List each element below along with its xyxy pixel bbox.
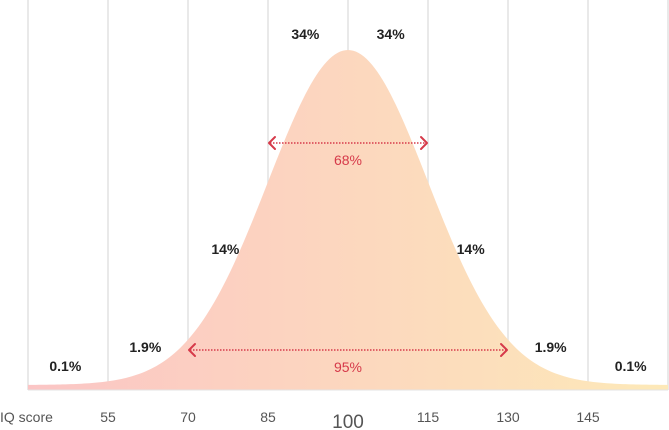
arrow-head-right — [500, 343, 508, 357]
segment-label: 1.9% — [535, 339, 567, 355]
segment-label: 34% — [291, 26, 320, 42]
x-tick-label: 55 — [100, 409, 116, 425]
bell-curve-area — [28, 50, 668, 390]
segment-label: 14% — [457, 241, 486, 257]
arrow-head-left — [268, 136, 276, 150]
x-tick-label: 85 — [260, 409, 276, 425]
arrow-head-right — [420, 136, 428, 150]
range-label: 95% — [334, 359, 362, 375]
segment-label: 34% — [377, 26, 406, 42]
segment-label: 0.1% — [49, 358, 81, 374]
x-tick-label: 100 — [332, 412, 364, 430]
x-tick-label: 115 — [417, 409, 440, 425]
segment-label: 14% — [211, 241, 240, 257]
arrow-head-left — [188, 343, 196, 357]
segment-label: 1.9% — [129, 339, 161, 355]
segment-label: 0.1% — [615, 358, 647, 374]
segment-labels: 0.1% 1.9% 14% 34% 34% 14% 1.9% 0.1% — [49, 26, 647, 374]
x-axis-ticks: IQ score 55 70 85 100 115 130 145 — [0, 409, 600, 430]
x-tick-label: 70 — [180, 409, 196, 425]
range-label: 68% — [334, 152, 362, 168]
x-tick-label: 130 — [496, 409, 520, 425]
x-axis-label: IQ score — [0, 409, 53, 425]
x-tick-label: 145 — [576, 409, 600, 425]
range-arrows: 68% 95% — [188, 136, 508, 375]
